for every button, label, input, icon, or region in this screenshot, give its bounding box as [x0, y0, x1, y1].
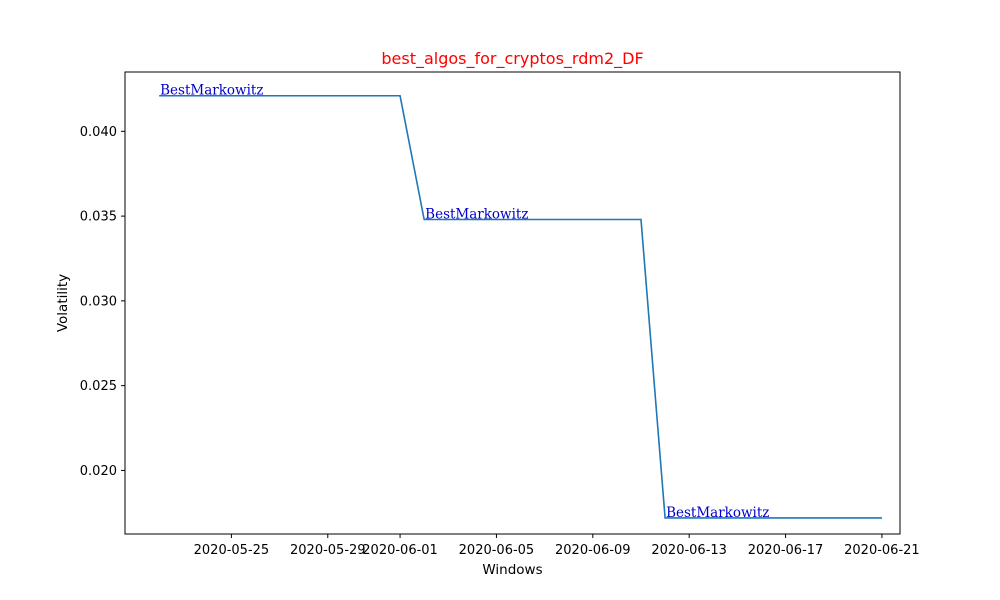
y-tick-label: 0.025	[80, 379, 117, 394]
x-tick-label: 2020-06-17	[748, 543, 824, 558]
x-axis-label: Windows	[482, 562, 542, 578]
series-line	[159, 94, 882, 519]
series-layer	[159, 94, 882, 519]
plot-area	[124, 71, 901, 535]
plot-frame	[124, 71, 901, 535]
x-tick-label: 2020-06-13	[651, 543, 727, 558]
x-tick-label: 2020-05-29	[290, 543, 366, 558]
y-tick-label: 0.030	[80, 294, 117, 309]
annotation-layer: BestMarkowitz BestMarkowitz BestMarkowitz	[160, 83, 769, 521]
annotation-label: BestMarkowitz	[666, 505, 769, 521]
y-tick-label: 0.020	[80, 464, 117, 479]
x-tick-label: 2020-06-21	[844, 543, 920, 558]
x-tick-label: 2020-06-01	[362, 543, 438, 558]
y-axis-label: Volatility	[55, 274, 71, 332]
x-tick-label: 2020-06-09	[555, 543, 631, 558]
y-axis: 0.020 0.025 0.030 0.035 0.040	[80, 125, 125, 479]
chart-title: best_algos_for_cryptos_rdm2_DF	[381, 49, 643, 69]
y-tick-label: 0.040	[80, 125, 117, 140]
annotation-label: BestMarkowitz	[160, 83, 263, 99]
y-tick-label: 0.035	[80, 210, 117, 225]
annotation-label: BestMarkowitz	[425, 207, 528, 223]
x-tick-label: 2020-05-25	[194, 543, 270, 558]
x-tick-label: 2020-06-05	[459, 543, 535, 558]
